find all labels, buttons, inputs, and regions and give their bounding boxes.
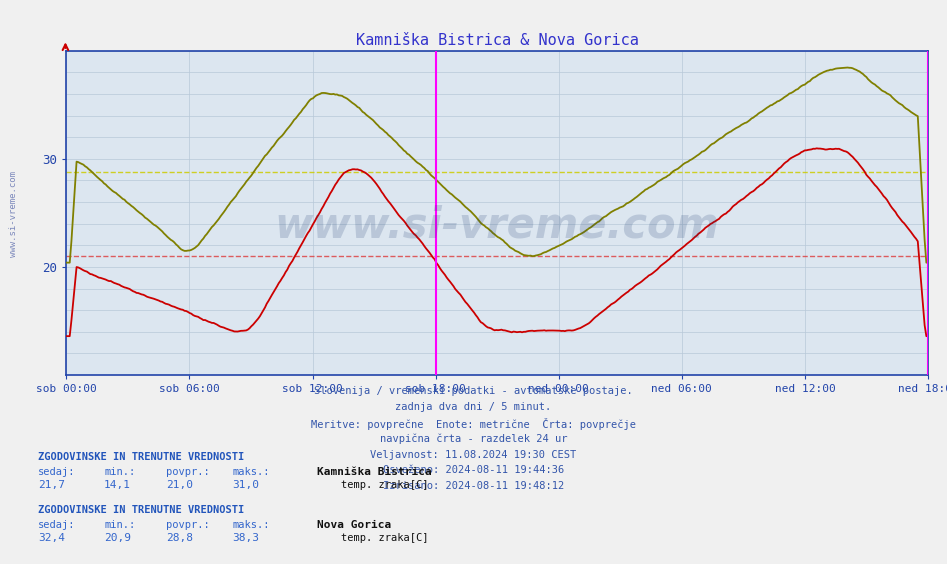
Text: maks.:: maks.:: [232, 521, 270, 531]
Text: temp. zraka[C]: temp. zraka[C]: [341, 480, 428, 490]
Text: maks.:: maks.:: [232, 467, 270, 477]
Text: 28,8: 28,8: [166, 534, 193, 544]
Text: 14,1: 14,1: [104, 480, 132, 490]
Text: min.:: min.:: [104, 467, 135, 477]
Text: www.si-vreme.com: www.si-vreme.com: [275, 205, 720, 247]
Text: 38,3: 38,3: [232, 534, 259, 544]
Text: 20,9: 20,9: [104, 534, 132, 544]
Title: Kamniška Bistrica & Nova Gorica: Kamniška Bistrica & Nova Gorica: [356, 33, 638, 48]
Text: navpična črta - razdelek 24 ur: navpična črta - razdelek 24 ur: [380, 434, 567, 444]
Text: Slovenija / vremenski podatki - avtomatske postaje.: Slovenija / vremenski podatki - avtomats…: [314, 386, 633, 396]
Text: 21,0: 21,0: [166, 480, 193, 490]
Text: min.:: min.:: [104, 521, 135, 531]
Text: Meritve: povprečne  Enote: metrične  Črta: povprečje: Meritve: povprečne Enote: metrične Črta:…: [311, 418, 636, 430]
Text: temp. zraka[C]: temp. zraka[C]: [341, 534, 428, 544]
Text: Veljavnost: 11.08.2024 19:30 CEST: Veljavnost: 11.08.2024 19:30 CEST: [370, 450, 577, 460]
Text: Nova Gorica: Nova Gorica: [317, 521, 391, 531]
Text: Kamniška Bistrica: Kamniška Bistrica: [317, 467, 432, 477]
Text: sedaj:: sedaj:: [38, 521, 76, 531]
Text: 21,7: 21,7: [38, 480, 65, 490]
Text: sedaj:: sedaj:: [38, 467, 76, 477]
Text: 31,0: 31,0: [232, 480, 259, 490]
Text: ZGODOVINSKE IN TRENUTNE VREDNOSTI: ZGODOVINSKE IN TRENUTNE VREDNOSTI: [38, 452, 244, 462]
Text: Osveženo: 2024-08-11 19:44:36: Osveženo: 2024-08-11 19:44:36: [383, 465, 564, 475]
Text: 32,4: 32,4: [38, 534, 65, 544]
Text: ZGODOVINSKE IN TRENUTNE VREDNOSTI: ZGODOVINSKE IN TRENUTNE VREDNOSTI: [38, 505, 244, 515]
Text: povpr.:: povpr.:: [166, 521, 209, 531]
Text: Izrisano: 2024-08-11 19:48:12: Izrisano: 2024-08-11 19:48:12: [383, 481, 564, 491]
Text: povpr.:: povpr.:: [166, 467, 209, 477]
Text: www.si-vreme.com: www.si-vreme.com: [9, 171, 18, 257]
Text: zadnja dva dni / 5 minut.: zadnja dva dni / 5 minut.: [396, 402, 551, 412]
